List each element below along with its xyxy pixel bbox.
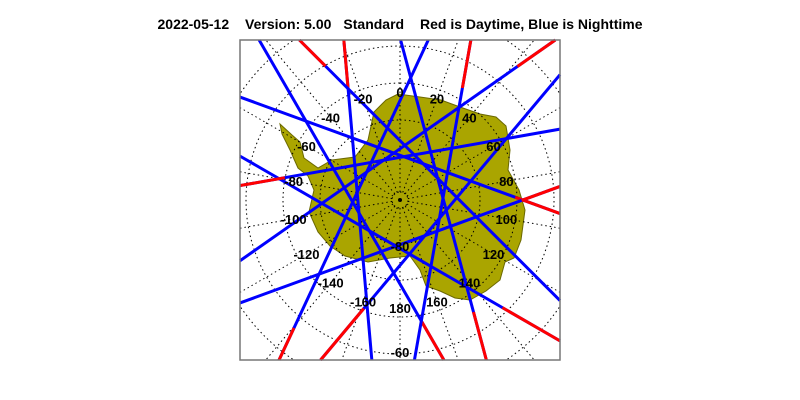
day-track-segment bbox=[420, 320, 446, 361]
longitude-line bbox=[402, 39, 459, 193]
longitude-label: -80 bbox=[284, 174, 303, 189]
longitude-line bbox=[404, 205, 535, 361]
day-track-segment bbox=[298, 38, 327, 68]
longitude-label: 60 bbox=[486, 139, 500, 154]
night-track-segment bbox=[257, 39, 446, 361]
latitude-label: -60 bbox=[391, 345, 410, 360]
night-track-segment bbox=[298, 38, 562, 302]
longitude-line bbox=[265, 205, 396, 361]
legend-label: Red is Daytime, Blue is Nighttime bbox=[419, 16, 643, 32]
latitude-circle bbox=[240, 40, 560, 360]
pole-latitude-label: -80 bbox=[391, 239, 410, 254]
longitude-line bbox=[404, 39, 535, 195]
longitude-label: -100 bbox=[281, 212, 307, 227]
night-track-segment bbox=[277, 39, 430, 361]
day-track-segment bbox=[319, 307, 365, 361]
longitude-label: 0 bbox=[396, 85, 403, 100]
longitude-label: 120 bbox=[483, 247, 505, 262]
product-label: Standard bbox=[343, 16, 405, 32]
latitude-circle bbox=[245, 45, 555, 355]
day-track-segment bbox=[460, 39, 473, 89]
day-track-segment bbox=[501, 306, 561, 343]
longitude-label: 100 bbox=[496, 212, 518, 227]
day-track-segment bbox=[277, 327, 296, 361]
longitude-label: 160 bbox=[426, 294, 448, 309]
longitude-label: -140 bbox=[318, 276, 344, 291]
longitude-label: 20 bbox=[430, 92, 444, 107]
night-track-segment bbox=[239, 95, 561, 215]
version-label: Version: 5.00 bbox=[245, 16, 332, 32]
day-track-segment bbox=[239, 176, 286, 188]
longitude-line bbox=[341, 39, 398, 193]
night-track-segment bbox=[239, 38, 557, 262]
date-label: 2022-05-12 bbox=[157, 16, 230, 32]
night-track-segment bbox=[239, 185, 561, 305]
longitude-line bbox=[341, 207, 398, 361]
longitude-line bbox=[239, 200, 393, 229]
longitude-label: 80 bbox=[499, 174, 513, 189]
longitude-label: -120 bbox=[293, 247, 319, 262]
longitude-label: 40 bbox=[462, 110, 476, 125]
map-frame bbox=[239, 39, 561, 361]
day-track-segment bbox=[521, 185, 561, 202]
longitude-label: 180 bbox=[389, 301, 411, 316]
longitude-line bbox=[265, 39, 396, 195]
longitude-label: -160 bbox=[350, 294, 376, 309]
day-track-segment bbox=[472, 311, 488, 361]
day-track-segment bbox=[342, 39, 350, 89]
longitude-label: 140 bbox=[459, 276, 481, 291]
longitude-line bbox=[239, 171, 393, 200]
map-title: 2022-05-12 Version: 5.00 Standard Red is … bbox=[0, 16, 800, 32]
longitude-line bbox=[402, 207, 459, 361]
longitude-label: -40 bbox=[321, 110, 340, 125]
longitude-label: -20 bbox=[354, 92, 373, 107]
longitude-label: -60 bbox=[297, 139, 316, 154]
night-track-segment bbox=[412, 39, 473, 361]
day-track-segment bbox=[516, 38, 557, 68]
orbit-tracks bbox=[239, 38, 562, 361]
pole-marker bbox=[398, 198, 402, 202]
